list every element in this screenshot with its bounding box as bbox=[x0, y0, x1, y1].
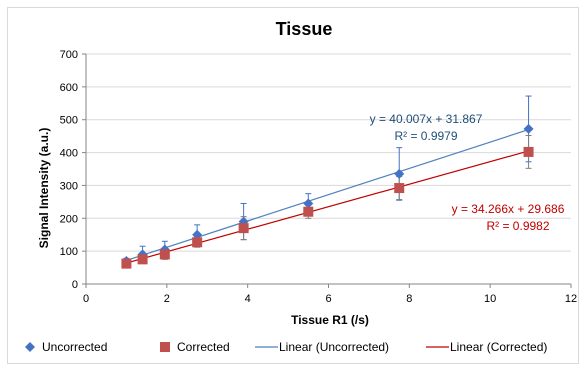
legend-label-linear-uncorrected: Linear (Uncorrected) bbox=[279, 340, 389, 354]
equation-uncorrected: y = 40.007x + 31.867 bbox=[370, 112, 483, 126]
data-point-corrected bbox=[303, 206, 314, 217]
y-tick-label: 100 bbox=[60, 246, 78, 258]
y-tick-label: 300 bbox=[60, 180, 78, 192]
data-point-corrected bbox=[394, 183, 405, 194]
y-tick-label: 600 bbox=[60, 82, 78, 94]
chart-frame: Tissue 0 100 200 300 400 500 600 700 0 2 4 6 8 10 12 … bbox=[7, 7, 579, 364]
data-point-corrected bbox=[159, 249, 170, 260]
legend-marker-uncorrected bbox=[25, 342, 35, 352]
trendlines bbox=[126, 129, 529, 264]
x-tick-labels: 0 2 4 6 8 10 12 bbox=[83, 293, 577, 305]
legend-label-uncorrected: Uncorrected bbox=[42, 340, 107, 354]
gridlines bbox=[86, 53, 571, 252]
equation-corrected: y = 34.266x + 29.686 bbox=[452, 202, 565, 216]
x-tick-label: 8 bbox=[406, 293, 412, 305]
data-point-corrected bbox=[192, 237, 203, 248]
x-tick-label: 4 bbox=[245, 293, 251, 305]
y-tick-label: 400 bbox=[60, 148, 78, 160]
x-tick-label: 0 bbox=[83, 293, 89, 305]
y-tick-label: 0 bbox=[72, 279, 78, 291]
y-tick-label: 700 bbox=[60, 49, 78, 61]
x-tick-label: 2 bbox=[164, 293, 170, 305]
y-tick-label: 500 bbox=[60, 115, 78, 127]
legend-marker-corrected bbox=[160, 342, 170, 352]
data-point-corrected bbox=[137, 254, 148, 265]
chart-title: Tissue bbox=[276, 19, 333, 39]
legend-label-linear-corrected: Linear (Corrected) bbox=[450, 340, 547, 354]
x-tick-label: 12 bbox=[565, 293, 577, 305]
data-point-uncorrected bbox=[394, 168, 405, 179]
data-points bbox=[121, 123, 534, 269]
legend-label-corrected: Corrected bbox=[177, 340, 230, 354]
data-point-uncorrected bbox=[303, 198, 314, 209]
y-tick-label: 200 bbox=[60, 213, 78, 225]
y-axis-label: Signal Intensity (a.u.) bbox=[37, 128, 51, 249]
axes bbox=[82, 53, 572, 288]
legend: Uncorrected Corrected Linear (Uncorrecte… bbox=[25, 340, 547, 354]
data-point-uncorrected bbox=[192, 229, 203, 240]
r2-uncorrected: R² = 0.9979 bbox=[394, 129, 457, 143]
trendline-uncorrected bbox=[126, 129, 529, 261]
data-point-corrected bbox=[121, 258, 132, 269]
x-tick-label: 10 bbox=[484, 293, 496, 305]
x-tick-label: 6 bbox=[325, 293, 331, 305]
r2-corrected: R² = 0.9982 bbox=[486, 219, 549, 233]
x-axis-label: Tissue R1 (/s) bbox=[291, 313, 369, 327]
y-tick-labels: 0 100 200 300 400 500 600 700 bbox=[60, 49, 78, 291]
data-point-corrected bbox=[523, 146, 534, 157]
data-point-corrected bbox=[238, 223, 249, 234]
data-point-uncorrected bbox=[523, 123, 534, 134]
